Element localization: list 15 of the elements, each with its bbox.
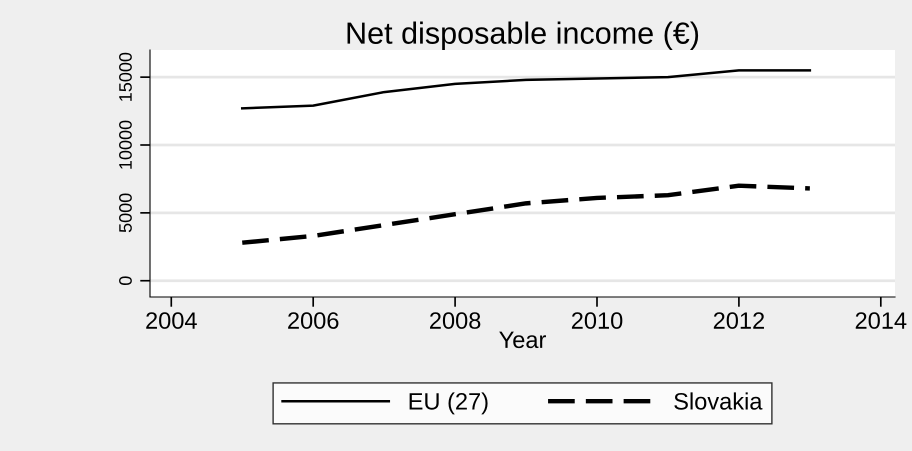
x-tick-label: 2014 <box>856 312 906 329</box>
y-tick-label: 5000 <box>119 193 132 232</box>
chart-title: Net disposable income (€) <box>348 22 698 50</box>
x-tick-label: 2008 <box>430 312 480 329</box>
y-tick-label: 0 <box>119 276 132 286</box>
x-tick-label: 2012 <box>714 312 764 329</box>
x-tick-label: 2006 <box>288 312 338 329</box>
x-axis-title: Year <box>499 332 546 348</box>
line-series <box>240 69 812 110</box>
y-tick-label: 15000 <box>119 52 132 101</box>
x-tick-label: 2004 <box>146 312 197 329</box>
y-tick-label: 10000 <box>119 120 132 169</box>
x-tick-label: 2010 <box>572 312 622 329</box>
legend-label: Slovakia <box>674 392 762 410</box>
legend-label: EU (27) <box>410 392 488 414</box>
